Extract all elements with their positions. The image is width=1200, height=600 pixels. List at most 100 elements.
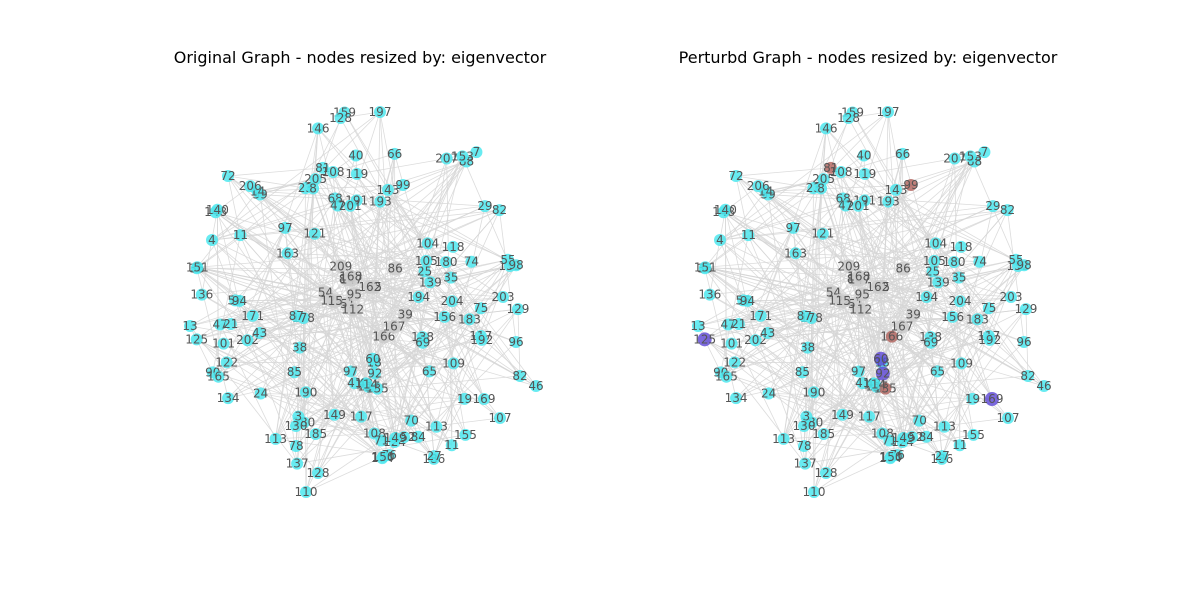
graph-node: 207 xyxy=(435,151,458,165)
graph-node: 96 xyxy=(1016,335,1031,349)
node-circle xyxy=(754,309,767,322)
graph-node: 205 xyxy=(304,172,327,186)
graph-edge xyxy=(848,184,912,267)
node-circle xyxy=(741,294,754,307)
graph-edge xyxy=(305,440,382,493)
graph-edge xyxy=(704,264,1025,340)
graph-edge xyxy=(417,341,517,438)
node-circle xyxy=(1001,204,1014,217)
node-circle xyxy=(424,276,437,289)
node-circle xyxy=(355,410,368,423)
graph-edge xyxy=(189,325,214,373)
node-circle xyxy=(983,333,996,346)
node-label: 97 xyxy=(343,364,358,378)
graph-node: 104 xyxy=(924,236,947,250)
node-label: 95 xyxy=(347,287,362,301)
node-circle xyxy=(475,333,488,346)
graph-node: 60 xyxy=(873,351,889,366)
node-circle xyxy=(214,318,227,331)
graph-node: 43 xyxy=(760,326,775,340)
graph-edge xyxy=(379,111,424,343)
node-label: 180 xyxy=(943,255,966,269)
graph-edge xyxy=(239,300,297,317)
node-label: 149 xyxy=(892,431,915,445)
graph-node: 113 xyxy=(772,432,795,446)
graph-edge xyxy=(379,201,405,438)
graph-node: 167 xyxy=(891,319,913,334)
node-circle xyxy=(807,386,820,399)
node-circle xyxy=(428,450,441,463)
graph-edge xyxy=(783,179,824,439)
node-circle xyxy=(853,302,868,317)
graph-node: 92 xyxy=(875,366,891,381)
graph-node: 209 xyxy=(329,259,352,274)
graph-edge xyxy=(227,265,511,399)
node-circle xyxy=(719,203,732,216)
graph-edge xyxy=(257,190,485,207)
node-circle xyxy=(752,180,765,193)
graph-edge xyxy=(896,210,1008,456)
graph-node: 202 xyxy=(744,333,767,347)
node-label: 24 xyxy=(253,386,268,400)
node-circle xyxy=(964,150,977,163)
node-circle xyxy=(913,414,926,427)
node-label: 66 xyxy=(387,147,402,161)
graph-node: 203 xyxy=(492,290,515,304)
graph-node: 21 xyxy=(223,317,238,331)
graph-edge xyxy=(197,266,431,283)
node-label: 140 xyxy=(714,203,737,217)
graph-node: 134 xyxy=(725,391,748,405)
node-label: 167 xyxy=(383,320,406,334)
node-label: 146 xyxy=(815,121,838,135)
node-circle xyxy=(882,106,894,118)
graph-node: 180 xyxy=(943,255,966,269)
node-label: 24 xyxy=(761,386,776,400)
node-circle xyxy=(445,439,458,452)
graph-node: 92 xyxy=(367,367,382,381)
node-label: 202 xyxy=(236,333,259,347)
graph-edge xyxy=(287,253,383,459)
graph-edge xyxy=(480,264,517,309)
original-graph: 1971781911054520712772171971884148606559… xyxy=(182,105,543,499)
graph-edge xyxy=(735,271,933,399)
graph-node: 69 xyxy=(923,336,938,350)
node-label: 183 xyxy=(458,312,481,326)
graph-node: 13 xyxy=(690,319,705,333)
node-label: 15 xyxy=(836,294,851,308)
node-circle xyxy=(948,152,961,165)
graph-node: 87 xyxy=(797,309,812,323)
node-circle xyxy=(931,365,944,378)
graph-node: 99 xyxy=(903,178,918,192)
node-label: 29 xyxy=(477,199,492,213)
node-label: 70 xyxy=(404,414,419,428)
node-circle xyxy=(967,428,980,441)
node-circle xyxy=(982,302,995,315)
graph-node: 29 xyxy=(477,199,492,213)
graph-edge xyxy=(394,156,463,439)
node-label: 209 xyxy=(837,259,860,273)
node-label: 117 xyxy=(858,410,881,424)
node-circle xyxy=(800,410,813,423)
node-circle xyxy=(347,287,362,302)
node-circle xyxy=(742,229,755,242)
node-circle xyxy=(889,183,902,196)
node-label: 43 xyxy=(760,326,775,340)
graph-node: 209 xyxy=(837,259,860,274)
graph-edge xyxy=(387,189,521,377)
graph-node: 156 xyxy=(433,310,456,324)
graph-edge xyxy=(735,175,953,318)
node-label: 25 xyxy=(925,264,940,278)
graph-node: 146 xyxy=(815,121,838,135)
graph-edge xyxy=(394,282,431,439)
node-label: 206 xyxy=(239,179,262,193)
node-circle xyxy=(842,111,855,124)
node-circle xyxy=(458,392,471,405)
graph-node: 4 xyxy=(206,233,218,247)
graph-node: 204 xyxy=(441,294,464,308)
node-circle xyxy=(333,259,348,274)
graph-node: 183 xyxy=(966,312,989,326)
graph-node: 74 xyxy=(464,255,479,269)
node-label: 107 xyxy=(997,411,1020,425)
graph-edge xyxy=(212,371,419,438)
graph-node: 38 xyxy=(800,341,815,355)
